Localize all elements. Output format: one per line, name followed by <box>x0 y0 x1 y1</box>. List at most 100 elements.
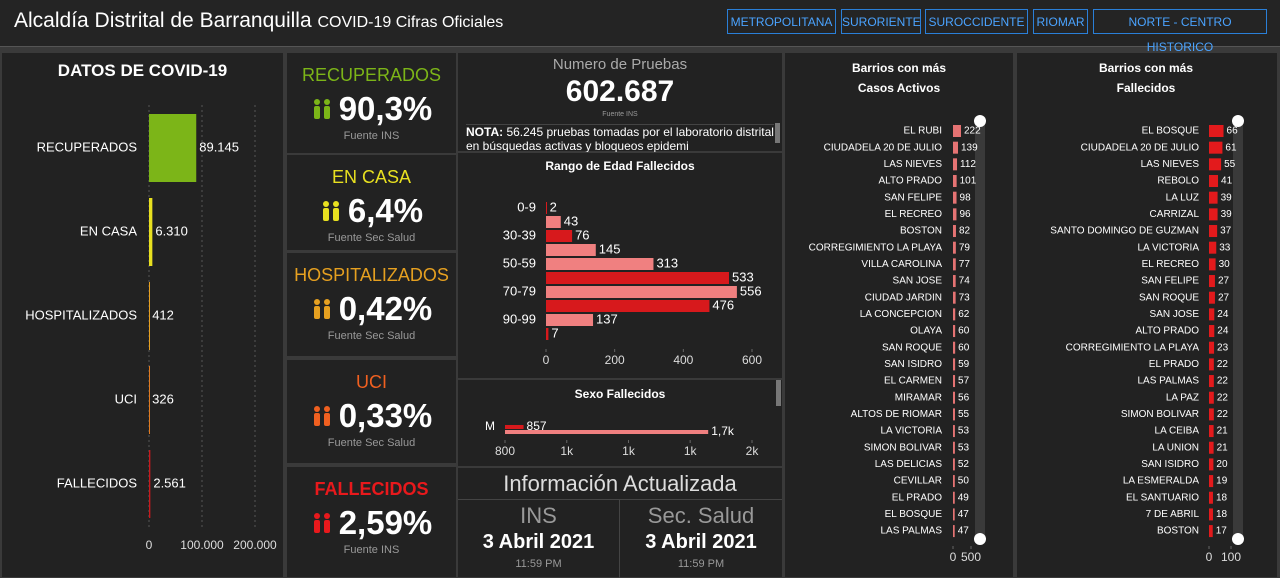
kpi-source: Fuente Sec Salud <box>327 330 416 342</box>
category-label: UCI <box>115 391 137 406</box>
category-label: LAS NIEVES <box>884 159 943 170</box>
category-label: EL PRADO <box>892 492 942 503</box>
kpi-label: EN CASA <box>331 167 412 187</box>
value-label: 22 <box>1217 409 1229 420</box>
title: Alcaldía Distrital de Barranquilla <box>14 9 312 32</box>
bar <box>1209 175 1219 188</box>
tests-title: Numero de Pruebas <box>552 56 688 73</box>
category-label: LA CEIBA <box>1155 426 1200 437</box>
value-label: 79 <box>959 242 971 253</box>
kpi-value: 0,33% <box>338 397 433 434</box>
kpi: EN CASA 6,4% Fuente Sec Salud <box>287 155 456 250</box>
bar <box>546 202 547 214</box>
scroll-button[interactable] <box>1232 115 1244 127</box>
kpi: HOSPITALIZADOS 0,42% Fuente Sec Salud <box>287 253 456 356</box>
bar <box>1209 241 1217 254</box>
value-label: 96 <box>959 209 971 220</box>
bar <box>1209 508 1213 521</box>
category-label: RECUPERADOS <box>37 139 138 154</box>
bar <box>953 475 955 488</box>
bar <box>953 325 956 338</box>
tab[interactable]: SUROCCIDENTE <box>925 9 1028 34</box>
people-icon <box>313 299 330 319</box>
bar <box>953 425 955 438</box>
category-label: OLAYA <box>910 326 942 337</box>
value-label: 313 <box>656 255 678 270</box>
category-label: CORREGIMIENTO LA PLAYA <box>809 242 943 253</box>
tab[interactable]: RIOMAR <box>1033 9 1088 34</box>
tab[interactable]: NORTE - CENTRO HISTORICO <box>1093 9 1267 54</box>
scroll-button[interactable] <box>974 533 986 545</box>
value-label: 112 <box>960 159 976 170</box>
x-tick-label: 800 <box>495 444 515 458</box>
people-icon <box>322 201 339 221</box>
bar <box>953 525 955 538</box>
sex-panel: Sexo Fallecidos <box>458 380 782 466</box>
category-label: 7 DE ABRIL <box>1146 509 1200 520</box>
chart-title: DATOS DE COVID-19 <box>57 61 228 80</box>
x-tick-label: 1k <box>560 444 574 458</box>
updated-panel: Información Actualizada INS 3 Abril 2021… <box>458 468 782 578</box>
note: NOTA: 56.245 pruebas tomadas por el labo… <box>466 124 774 152</box>
value-label: 139 <box>961 142 978 153</box>
bar <box>953 491 955 504</box>
kpi: RECUPERADOS 90,3% Fuente INS <box>287 53 456 153</box>
kpi-value: 0,42% <box>338 290 433 327</box>
value-label: 7 <box>551 325 558 340</box>
bar <box>1209 341 1215 354</box>
bar <box>1209 125 1224 137</box>
bar <box>953 241 956 254</box>
tab[interactable]: METROPOLITANA <box>727 9 836 34</box>
bar <box>505 430 709 434</box>
bar <box>953 358 956 371</box>
note-label: NOTA: <box>466 125 504 139</box>
value-label: 37 <box>1220 226 1232 237</box>
tab[interactable]: SURORIENTE <box>841 9 921 34</box>
category-label: SIMON BOLIVAR <box>1121 409 1199 420</box>
people-icon <box>313 513 330 533</box>
category-label: BOSTON <box>900 226 942 237</box>
kpi-value-row: 0,42% <box>287 290 456 328</box>
category-label: CORREGIMIENTO LA PLAYA <box>1066 342 1200 353</box>
bar <box>1209 491 1213 504</box>
value-label: 22 <box>1217 359 1229 370</box>
kpi-value-row: 0,33% <box>287 397 456 435</box>
bar <box>953 441 955 454</box>
value-label: 56 <box>958 392 970 403</box>
value-label: 77 <box>959 259 971 270</box>
category-label: 30-39 <box>503 227 536 242</box>
category-label: SAN JOSE <box>1150 309 1200 320</box>
bar <box>1209 191 1218 204</box>
scroll-button[interactable] <box>1232 533 1244 545</box>
bar <box>1209 275 1215 288</box>
category-label: 50-59 <box>503 255 536 270</box>
bar <box>1209 208 1218 221</box>
value-label: 18 <box>1216 509 1228 520</box>
category-label: ALTO PRADO <box>1135 326 1199 337</box>
value-label: 476 <box>712 297 734 312</box>
category-label: LAS DELICIAS <box>875 459 943 470</box>
category-label: SIMON BOLIVAR <box>864 442 942 453</box>
kpi-value: 90,3% <box>338 90 433 127</box>
bar <box>546 314 594 326</box>
bar <box>546 216 561 228</box>
scrollbar <box>775 123 780 143</box>
bar <box>505 425 524 429</box>
category-label: LA ESMERALDA <box>1123 476 1199 487</box>
kpi-label: RECUPERADOS <box>301 65 442 85</box>
category-label: EL BOSQUE <box>885 509 943 520</box>
category-label: CEVILLAR <box>894 476 942 487</box>
scroll-button[interactable] <box>974 115 986 127</box>
bar <box>1209 408 1214 421</box>
kpi-value: 6,4% <box>347 192 424 229</box>
category-label: SAN FELIPE <box>884 192 942 203</box>
source-name: INS <box>520 503 557 528</box>
people-icon <box>313 406 330 426</box>
source-time: 11:59 PM <box>677 558 725 570</box>
category-label: 70-79 <box>503 283 536 298</box>
value-label: 60 <box>958 326 970 337</box>
value-label: 222 <box>964 126 981 137</box>
chart-title: Barrios con más Casos Activos <box>851 61 947 95</box>
category-label: LA LUZ <box>1166 192 1199 203</box>
tests-source: Fuente INS <box>602 111 638 118</box>
